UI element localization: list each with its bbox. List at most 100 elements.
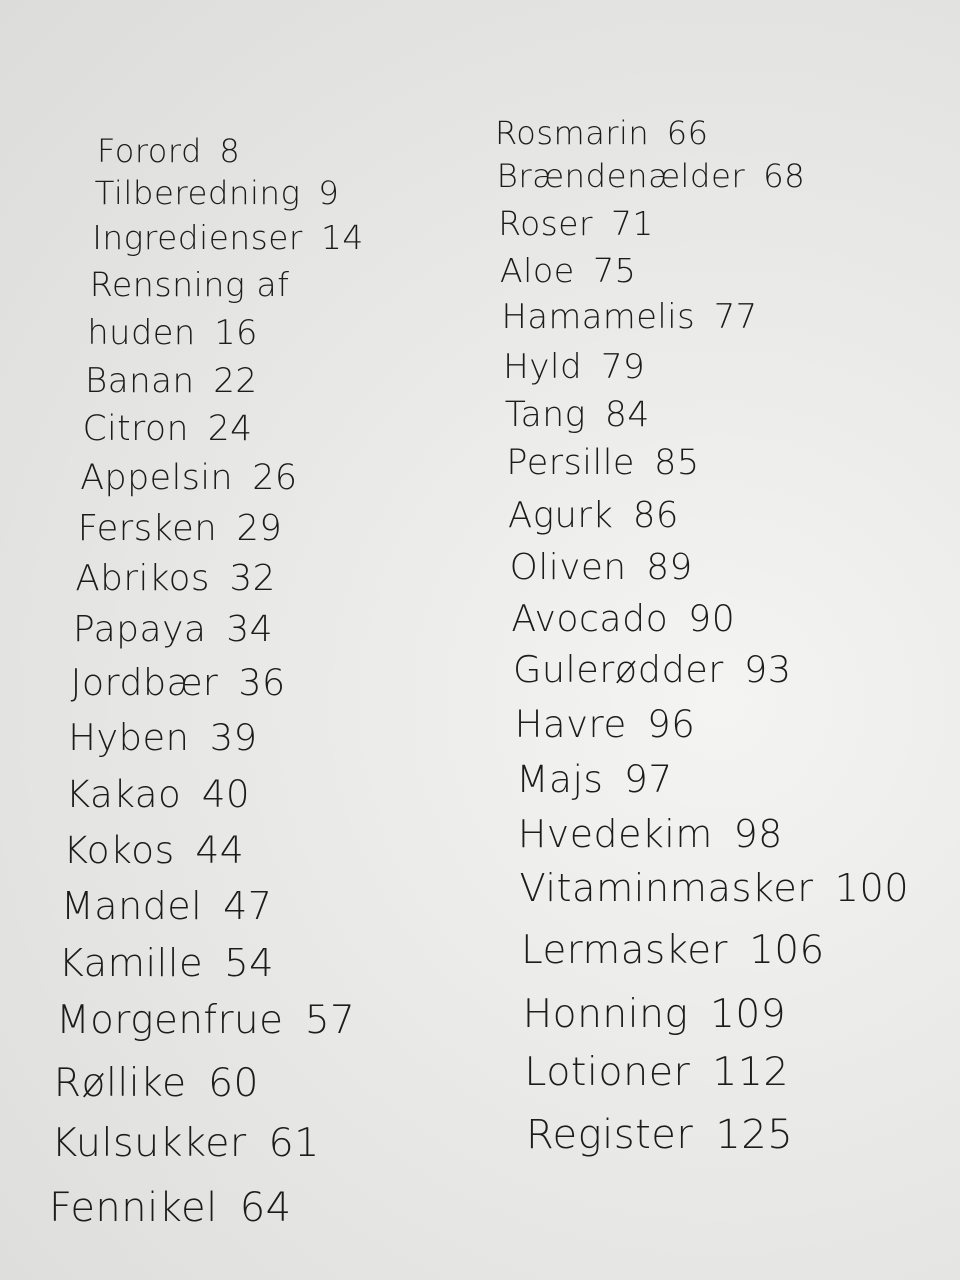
toc-entry-page-number: 29 (236, 508, 283, 549)
toc-entry-title: Lermasker (521, 928, 728, 973)
toc-entry-title: Abrikos (75, 558, 210, 599)
toc-entry-title: Lotioner (524, 1049, 691, 1095)
toc-entry-page-number: 85 (654, 443, 700, 483)
toc-entry-page-number: 75 (592, 251, 637, 290)
toc-entry-title: Tilberedning (94, 174, 301, 212)
toc-entry-page-number: 100 (834, 866, 910, 911)
toc-entry: Tang 84 (505, 398, 650, 433)
toc-entry: Vitaminmasker 100 (519, 869, 909, 908)
toc-entry-title: Vitaminmasker (519, 866, 814, 911)
toc-entry: Hamamelis 77 (502, 300, 758, 334)
toc-entry: Aloe 75 (500, 254, 636, 287)
toc-entry-page-number: 125 (715, 1112, 794, 1158)
toc-entry-title: Kulsukker (51, 1120, 247, 1166)
toc-entry: Hvedekim 98 (518, 815, 783, 854)
toc-entry: Rensning af (90, 268, 290, 301)
toc-entry-page-number: 8 (219, 132, 241, 170)
toc-entry: Kakao 40 (66, 775, 250, 813)
toc-entry-title: huden (87, 313, 196, 352)
toc-entry: Lermasker 106 (521, 931, 825, 971)
toc-entry-page-number: 112 (712, 1049, 790, 1095)
toc-entry: Havre 96 (515, 706, 696, 743)
toc-entry-title: Hamamelis (501, 297, 696, 336)
toc-entry-title: Hyld (503, 347, 583, 387)
toc-entry-title: Gulerødder (512, 648, 724, 691)
toc-entry-title: Røllike (53, 1061, 187, 1106)
toc-entry-title: Citron (82, 409, 189, 449)
toc-entry: Oliven 89 (510, 550, 693, 586)
toc-entry-page-number: 60 (208, 1061, 259, 1106)
toc-entry-title: Kokos (63, 828, 175, 872)
toc-entry: Banan 22 (85, 364, 257, 398)
toc-entry-page-number: 16 (214, 313, 258, 352)
toc-entry-page-number: 96 (647, 703, 696, 746)
toc-entry-page-number: 22 (213, 361, 258, 401)
toc-entry-title: Kamille (58, 941, 204, 986)
toc-entry-title: Havre (514, 703, 627, 746)
toc-entry-page-number: 40 (201, 772, 251, 816)
toc-entry: Register 125 (526, 1115, 793, 1155)
toc-entry: Majs 97 (516, 760, 673, 798)
toc-entry-title: Majs (516, 757, 604, 801)
toc-entry: Papaya 34 (73, 612, 273, 648)
toc-entry-title: Honning (522, 992, 689, 1037)
toc-entry-page-number: 61 (268, 1120, 320, 1166)
toc-entry-page-number: 34 (226, 609, 274, 650)
toc-entry-title: Papaya (73, 609, 207, 650)
toc-entry-page-number: 109 (709, 992, 787, 1037)
toc-entry-page-number: 84 (604, 395, 650, 435)
toc-entry-title: Aloe (499, 251, 575, 290)
toc-entry: Honning 109 (523, 995, 786, 1034)
toc-entry-page-number: 98 (733, 812, 783, 856)
toc-entry-title: Forord (97, 132, 202, 170)
toc-entry-page-number: 14 (320, 219, 364, 257)
toc-entry-page-number: 47 (223, 884, 273, 928)
toc-entry-title: Kakao (65, 772, 182, 816)
toc-entry: Tilberedning 9 (95, 177, 340, 209)
toc-entry-page-number: 68 (763, 157, 806, 195)
toc-entry: Ingredienser 14 (92, 222, 364, 255)
toc-entry-title: Fennikel (49, 1185, 218, 1231)
toc-entry-title: Jordbær (70, 661, 219, 704)
toc-entry: Brændenælder 68 (497, 160, 806, 192)
toc-entry-page-number: 90 (688, 597, 736, 640)
toc-entry-title: Roser (498, 205, 593, 243)
toc-entry-page-number: 71 (611, 205, 654, 243)
toc-entry-title: Brændenælder (496, 157, 746, 195)
toc-entry-title: Tang (504, 395, 586, 435)
toc-entry-page-number: 77 (713, 297, 758, 336)
toc-entry-page-number: 97 (624, 757, 673, 801)
toc-entry-title: Avocado (511, 597, 669, 640)
toc-entry-title: Rosmarin (495, 114, 650, 152)
toc-entry-page-number: 79 (600, 347, 646, 387)
toc-entry: Persille 85 (506, 446, 699, 481)
toc-entry-title: Appelsin (80, 458, 234, 498)
toc-entry-page-number: 44 (195, 828, 245, 872)
toc-entry: Røllike 60 (54, 1064, 259, 1103)
toc-entry-title: Persille (506, 443, 635, 483)
toc-entry-page-number: 39 (209, 716, 258, 759)
toc-entry: Citron 24 (83, 412, 253, 446)
toc-entry: Jordbær 36 (71, 664, 286, 701)
toc-entry: Roser 71 (498, 208, 654, 241)
toc-entry-title: Agurk (508, 495, 614, 536)
toc-entry: Morgenfrue 57 (56, 1001, 355, 1041)
toc-entry-page-number: 36 (238, 661, 286, 704)
toc-entry: Hyld 79 (503, 350, 645, 384)
toc-entry: Kamille 54 (59, 944, 275, 983)
toc-entry: Lotioner 112 (524, 1052, 789, 1093)
toc-entry-title: Banan (85, 361, 195, 401)
toc-entry-page-number: 89 (646, 547, 693, 588)
toc-entry: Forord 8 (97, 135, 240, 167)
toc-entry-title: Hyben (68, 716, 190, 759)
toc-entry: Mandel 47 (61, 887, 272, 925)
toc-entry: Fersken 29 (78, 511, 282, 546)
toc-entry-page-number: 54 (224, 941, 275, 986)
toc-entry-title: Fersken (77, 508, 218, 549)
toc-entry: Hyben 39 (68, 719, 257, 757)
toc-entry: Fennikel 64 (49, 1188, 292, 1228)
toc-entry: Abrikos 32 (75, 561, 275, 597)
toc-entry-title: Oliven (509, 547, 627, 588)
toc-entry: Agurk 86 (508, 498, 679, 533)
